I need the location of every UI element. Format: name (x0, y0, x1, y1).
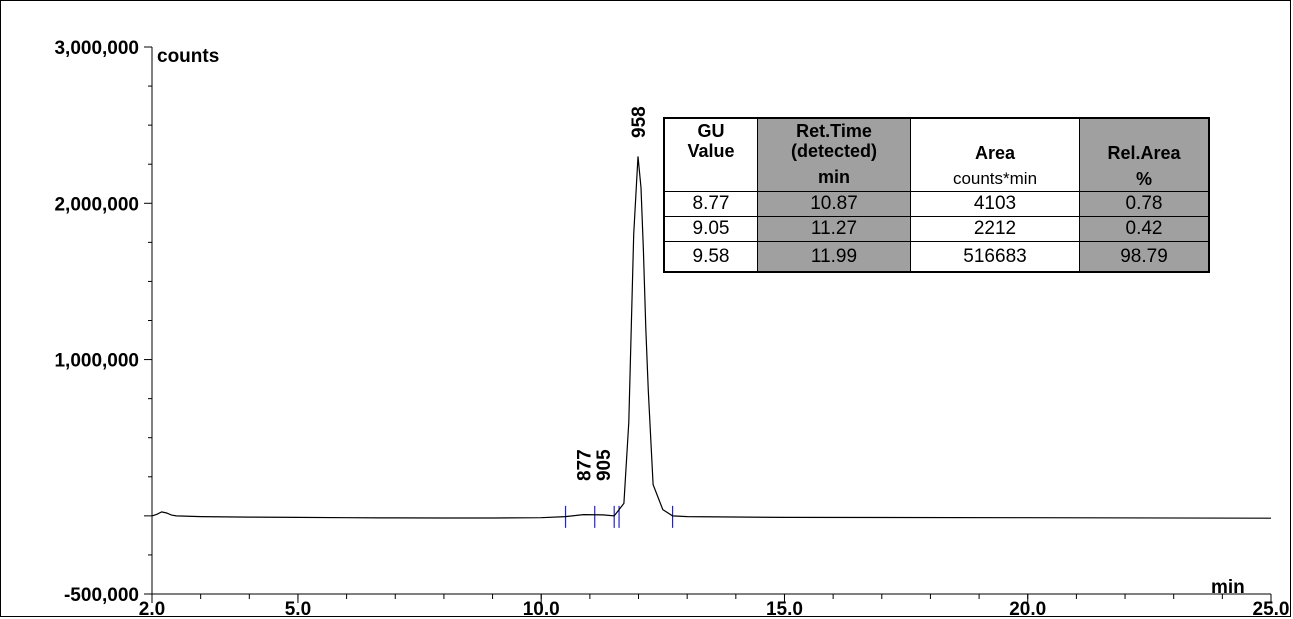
x-tick-label: 15.0 (766, 599, 803, 619)
chromatogram-trace (151, 156, 1272, 519)
x-axis-unit-label: min (1211, 577, 1245, 598)
x-tick-label: 5.0 (285, 599, 311, 619)
x-axis-ticks: 2.0 5.0 10.0 15.0 20.0 25.0 (139, 594, 1290, 619)
header-line: (detected) (790, 141, 877, 161)
y-axis-ticks: 3,000,000 2,000,000 1,000,000 -500,000 (54, 38, 152, 606)
cell-area: 516683 (910, 241, 1080, 273)
table-row: 9.58 11.99 516683 98.79 (663, 241, 1210, 273)
header-area: Area counts*min (910, 117, 1080, 192)
header-line: GU (697, 121, 725, 141)
series-group (151, 156, 1272, 519)
cell-rel-area: 0.78 (1079, 191, 1210, 217)
cell-gu-value: 9.58 (663, 241, 758, 273)
y-tick-label: -500,000 (64, 585, 139, 606)
header-line: Rel.Area (1107, 143, 1181, 163)
x-tick-label: 25.0 (1253, 599, 1290, 619)
cell-rel-area: 98.79 (1079, 241, 1210, 273)
x-tick-label: 2.0 (139, 599, 165, 619)
cell-gu-value: 8.77 (663, 191, 758, 217)
header-rel-area: Rel.Area % (1079, 117, 1210, 192)
x-tick-label: 20.0 (1009, 599, 1046, 619)
peak-label: 877 (575, 449, 596, 481)
header-line: Ret.Time (796, 121, 872, 141)
header-line: Area (974, 143, 1016, 163)
header-unit: min (817, 167, 850, 187)
cell-rel-area: 0.42 (1079, 216, 1210, 242)
header-gu-value: GU Value (663, 117, 758, 192)
table-header-row: GU Value Ret.Time (detected) min Area co… (663, 117, 1210, 192)
cell-ret-time: 11.99 (757, 241, 911, 273)
cell-area: 4103 (910, 191, 1080, 217)
peak-label: 905 (594, 449, 615, 481)
x-tick-label: 10.0 (523, 599, 560, 619)
peak-label: 958 (629, 106, 650, 138)
peak-results-table: GU Value Ret.Time (detected) min Area co… (663, 117, 1210, 273)
header-ret-time: Ret.Time (detected) min (757, 117, 911, 192)
table-row: 8.77 10.87 4103 0.78 (663, 191, 1210, 217)
y-tick-label: 2,000,000 (54, 194, 139, 215)
cell-gu-value: 9.05 (663, 216, 758, 242)
header-line: Value (687, 141, 735, 161)
cell-area: 2212 (910, 216, 1080, 242)
y-tick-label: 3,000,000 (54, 38, 139, 59)
table-row: 9.05 11.27 2212 0.42 (663, 216, 1210, 242)
cell-ret-time: 10.87 (757, 191, 911, 217)
y-tick-label: 1,000,000 (54, 351, 139, 372)
header-unit: counts*min (952, 169, 1038, 188)
header-unit: % (1135, 169, 1152, 189)
cell-ret-time: 11.27 (757, 216, 911, 242)
y-axis-unit-label: counts (157, 46, 219, 67)
